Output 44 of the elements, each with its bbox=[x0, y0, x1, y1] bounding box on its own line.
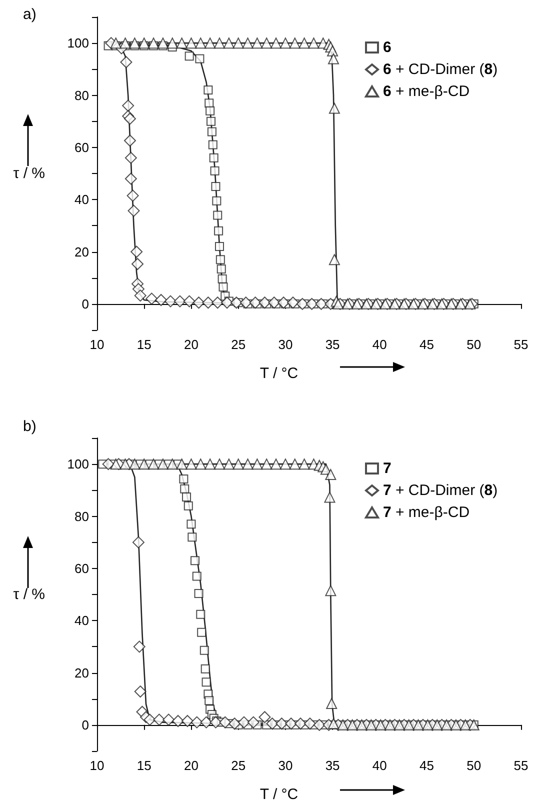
x-tick-label: 25 bbox=[231, 758, 246, 773]
x-tick-label: 15 bbox=[136, 337, 152, 352]
x-tick-label: 10 bbox=[90, 337, 104, 352]
x-axis-title: T / °C bbox=[260, 786, 298, 803]
y-axis-title: τ / % bbox=[13, 165, 45, 182]
x-tick-label: 50 bbox=[466, 758, 482, 773]
x-axis-title: T / °C bbox=[260, 365, 298, 382]
legend-label: 6 + CD-Dimer (8) bbox=[383, 61, 498, 78]
y-tick-label: 20 bbox=[74, 665, 89, 680]
legend-label: 7 + CD-Dimer (8) bbox=[383, 482, 498, 499]
legend-label: 7 bbox=[383, 460, 392, 477]
chart-title: a) bbox=[23, 6, 36, 23]
x-tick-label: 40 bbox=[372, 337, 387, 352]
y-tick-label: 80 bbox=[74, 508, 89, 524]
x-tick-label: 55 bbox=[514, 758, 528, 773]
legend-label: 7 + me-β-CD bbox=[383, 504, 470, 521]
chart-title: b) bbox=[23, 418, 36, 435]
y-tick-label: 60 bbox=[74, 560, 89, 576]
y-tick-label: 40 bbox=[74, 192, 89, 208]
x-tick-label: 35 bbox=[325, 337, 340, 352]
x-tick-label: 10 bbox=[90, 758, 104, 773]
y-tick-label: 0 bbox=[82, 717, 89, 732]
x-tick-label: 50 bbox=[466, 337, 482, 352]
y-tick-label: 20 bbox=[74, 244, 89, 260]
legend-label: 6 + me-β-CD bbox=[383, 83, 470, 100]
x-tick-label: 40 bbox=[372, 758, 387, 773]
y-tick-label: 40 bbox=[74, 613, 89, 628]
y-tick-label: 100 bbox=[67, 456, 89, 472]
x-tick-label: 45 bbox=[420, 337, 434, 352]
legend-label: 6 bbox=[383, 39, 392, 56]
x-tick-label: 35 bbox=[325, 758, 340, 773]
y-tick-label: 100 bbox=[67, 36, 89, 51]
x-tick-label: 20 bbox=[184, 758, 198, 773]
y-tick-label: 80 bbox=[74, 88, 89, 103]
x-tick-label: 30 bbox=[278, 758, 293, 773]
y-tick-label: 0 bbox=[82, 296, 89, 312]
y-axis-title: τ / % bbox=[13, 586, 45, 603]
x-tick-label: 20 bbox=[184, 337, 198, 352]
x-tick-label: 55 bbox=[514, 337, 528, 352]
x-tick-label: 45 bbox=[420, 758, 434, 773]
x-tick-label: 30 bbox=[278, 337, 293, 352]
x-tick-label: 15 bbox=[136, 758, 152, 773]
x-tick-label: 25 bbox=[231, 337, 246, 352]
y-tick-label: 60 bbox=[74, 140, 89, 155]
